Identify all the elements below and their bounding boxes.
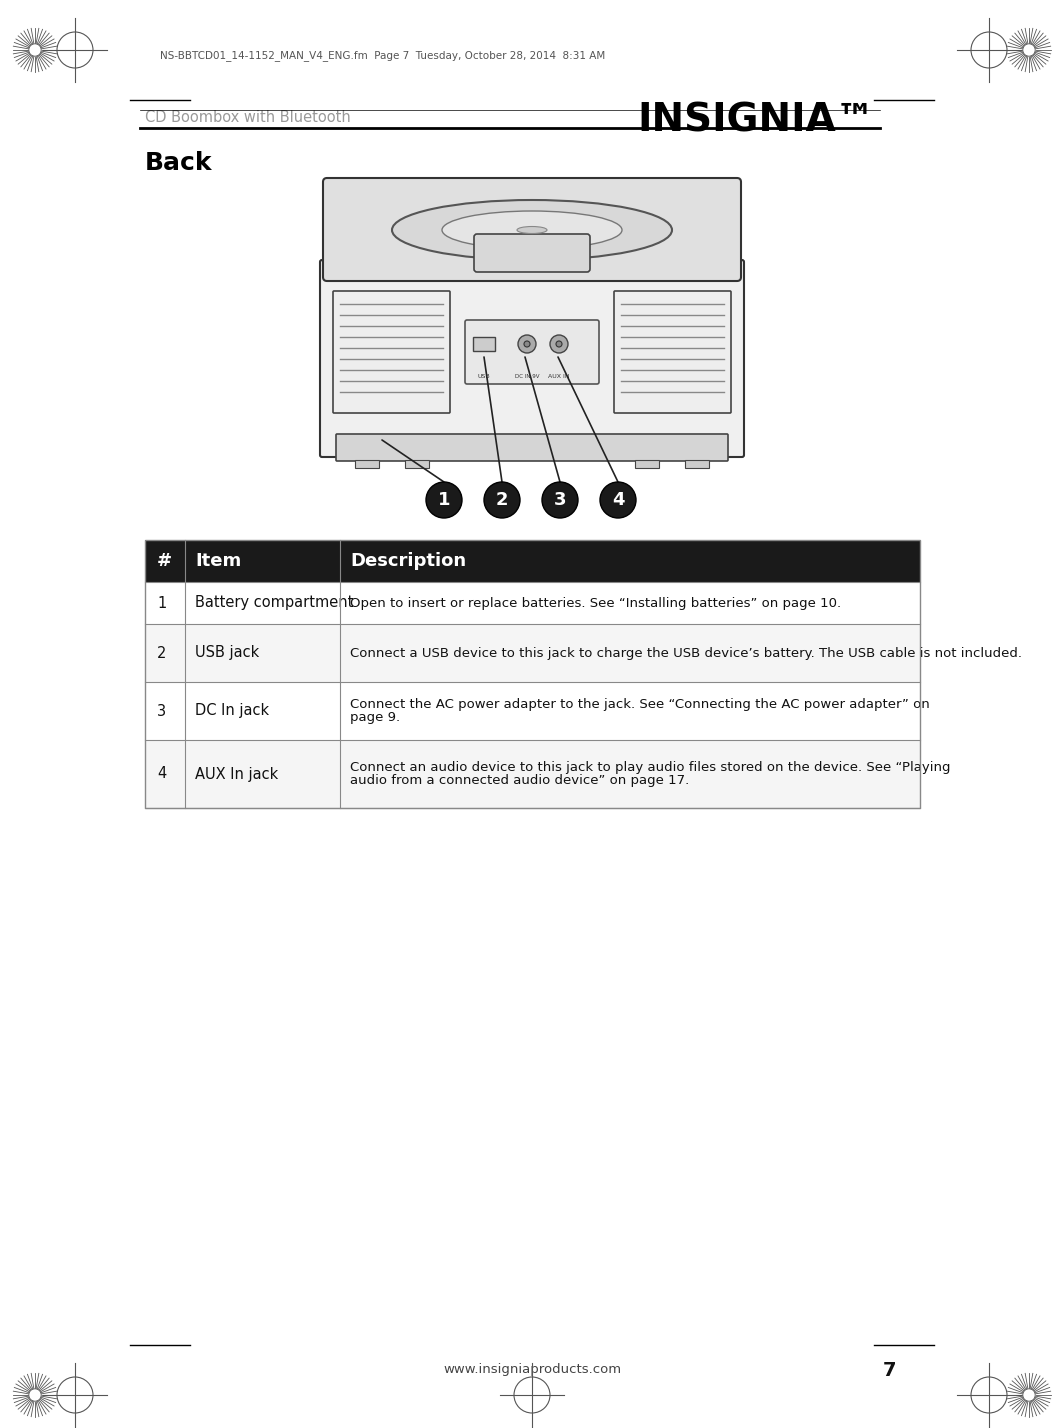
Ellipse shape bbox=[392, 200, 672, 260]
Text: #: # bbox=[157, 553, 172, 570]
Text: USB jack: USB jack bbox=[195, 645, 260, 661]
Text: CD Boombox with Bluetooth: CD Boombox with Bluetooth bbox=[145, 110, 351, 126]
Bar bbox=[405, 460, 429, 468]
Circle shape bbox=[29, 44, 41, 56]
Text: Connect the AC power adapter to the jack. See “Connecting the AC power adapter” : Connect the AC power adapter to the jack… bbox=[350, 698, 930, 711]
Circle shape bbox=[556, 341, 562, 347]
Circle shape bbox=[550, 336, 568, 353]
Bar bbox=[145, 740, 920, 808]
Circle shape bbox=[1023, 1389, 1035, 1401]
Text: 3: 3 bbox=[553, 491, 566, 508]
Text: DC In jack: DC In jack bbox=[195, 704, 269, 718]
Circle shape bbox=[542, 483, 578, 518]
Text: Item: Item bbox=[195, 553, 242, 570]
Text: INSIGNIA™: INSIGNIA™ bbox=[637, 101, 875, 139]
Text: page 9.: page 9. bbox=[350, 711, 400, 724]
Bar bbox=[473, 337, 495, 351]
Bar bbox=[355, 460, 379, 468]
Text: 1: 1 bbox=[437, 491, 450, 508]
Circle shape bbox=[29, 1389, 41, 1401]
FancyBboxPatch shape bbox=[473, 234, 591, 271]
Text: Open to insert or replace batteries. See “Installing batteries” on page 10.: Open to insert or replace batteries. See… bbox=[350, 597, 842, 610]
Text: 2: 2 bbox=[157, 645, 166, 661]
Circle shape bbox=[518, 336, 536, 353]
FancyBboxPatch shape bbox=[320, 260, 744, 457]
FancyBboxPatch shape bbox=[336, 434, 728, 461]
FancyBboxPatch shape bbox=[333, 291, 450, 413]
Text: USB: USB bbox=[478, 374, 491, 378]
Bar bbox=[145, 624, 920, 683]
Text: Connect an audio device to this jack to play audio files stored on the device. S: Connect an audio device to this jack to … bbox=[350, 761, 950, 774]
Text: www.insigniaproducts.com: www.insigniaproducts.com bbox=[443, 1364, 621, 1377]
FancyBboxPatch shape bbox=[614, 291, 731, 413]
FancyBboxPatch shape bbox=[323, 178, 741, 281]
Text: audio from a connected audio device” on page 17.: audio from a connected audio device” on … bbox=[350, 774, 689, 787]
FancyBboxPatch shape bbox=[465, 320, 599, 384]
Circle shape bbox=[523, 341, 530, 347]
Bar bbox=[635, 460, 659, 468]
Text: Description: Description bbox=[350, 553, 466, 570]
Bar bbox=[685, 460, 709, 468]
Text: AUX In jack: AUX In jack bbox=[195, 767, 279, 781]
Ellipse shape bbox=[517, 227, 547, 234]
Text: 1: 1 bbox=[157, 595, 166, 611]
Text: AUX IN: AUX IN bbox=[548, 374, 570, 378]
Bar bbox=[145, 683, 920, 740]
Bar bbox=[145, 540, 920, 808]
Text: 4: 4 bbox=[157, 767, 166, 781]
Text: 4: 4 bbox=[612, 491, 625, 508]
Text: 7: 7 bbox=[883, 1361, 897, 1379]
Text: DC IN 9V: DC IN 9V bbox=[515, 374, 539, 378]
Bar bbox=[145, 540, 920, 583]
Text: 2: 2 bbox=[496, 491, 509, 508]
Circle shape bbox=[426, 483, 462, 518]
Circle shape bbox=[484, 483, 520, 518]
Text: 3: 3 bbox=[157, 704, 166, 718]
Text: Back: Back bbox=[145, 151, 213, 176]
Ellipse shape bbox=[442, 211, 622, 248]
Bar bbox=[145, 583, 920, 624]
Circle shape bbox=[600, 483, 636, 518]
Circle shape bbox=[1023, 44, 1035, 56]
Text: Connect a USB device to this jack to charge the USB device’s battery. The USB ca: Connect a USB device to this jack to cha… bbox=[350, 647, 1023, 660]
Text: NS-BBTCD01_14-1152_MAN_V4_ENG.fm  Page 7  Tuesday, October 28, 2014  8:31 AM: NS-BBTCD01_14-1152_MAN_V4_ENG.fm Page 7 … bbox=[160, 50, 605, 61]
Text: Battery compartment: Battery compartment bbox=[195, 595, 353, 611]
